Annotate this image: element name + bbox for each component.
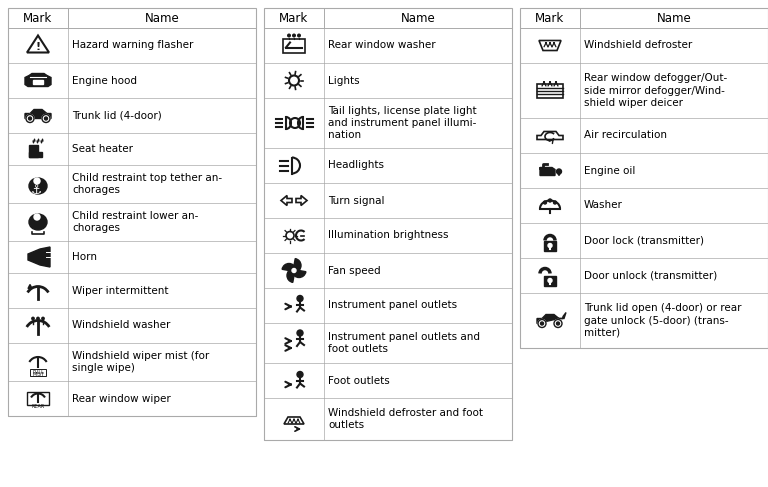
Text: Engine hood: Engine hood [72, 75, 137, 86]
Circle shape [557, 169, 561, 174]
Text: Name: Name [401, 12, 435, 24]
Circle shape [297, 296, 303, 301]
Circle shape [548, 279, 552, 282]
Text: Name: Name [144, 12, 180, 24]
Text: Wiper intermittent: Wiper intermittent [72, 285, 168, 296]
Circle shape [554, 201, 557, 204]
Circle shape [31, 318, 35, 319]
Text: Windshield wiper mist (for
single wipe): Windshield wiper mist (for single wipe) [72, 351, 209, 373]
Circle shape [554, 319, 562, 327]
Circle shape [538, 319, 546, 327]
Polygon shape [25, 110, 51, 118]
Polygon shape [33, 79, 43, 83]
Circle shape [41, 318, 45, 319]
Bar [537, 83, 563, 97]
Text: Rear window defogger/Out-
side mirror defogger/Wind-
shield wiper deicer: Rear window defogger/Out- side mirror de… [584, 73, 727, 108]
Polygon shape [28, 247, 50, 267]
Polygon shape [28, 284, 32, 288]
Wedge shape [292, 270, 306, 278]
Text: Fan speed: Fan speed [328, 265, 381, 276]
Text: REAR: REAR [31, 405, 45, 410]
Text: Instrument panel outlets and
foot outlets: Instrument panel outlets and foot outlet… [328, 332, 480, 354]
Circle shape [288, 34, 290, 37]
Bar [30, 369, 46, 376]
Text: Rear window wiper: Rear window wiper [72, 393, 170, 404]
Text: Seat heater: Seat heater [72, 144, 133, 154]
Text: Instrument panel outlets: Instrument panel outlets [328, 300, 457, 311]
Text: Rear window washer: Rear window washer [328, 40, 435, 51]
Text: Washer: Washer [584, 201, 623, 210]
Circle shape [28, 117, 31, 120]
Text: Trunk lid (4-door): Trunk lid (4-door) [72, 111, 162, 120]
Polygon shape [537, 313, 566, 323]
Bar [544, 241, 556, 250]
Bar [264, 8, 512, 440]
Bar [544, 276, 556, 285]
Polygon shape [540, 168, 555, 175]
Text: Child restraint top tether an-
chorages: Child restraint top tether an- chorages [72, 173, 222, 195]
Circle shape [548, 199, 551, 202]
Polygon shape [25, 74, 51, 87]
Wedge shape [294, 259, 301, 272]
Circle shape [544, 201, 547, 204]
Text: Name: Name [657, 12, 691, 24]
Bar [520, 8, 768, 348]
Text: Mark: Mark [23, 12, 53, 24]
Text: Headlights: Headlights [328, 161, 384, 170]
Text: Horn: Horn [72, 252, 97, 262]
Circle shape [42, 114, 50, 123]
Text: Child restraint lower an-
chorages: Child restraint lower an- chorages [72, 211, 198, 233]
Circle shape [26, 114, 34, 123]
Wedge shape [282, 263, 296, 270]
Bar [283, 38, 305, 53]
Text: Lights: Lights [328, 75, 359, 86]
Text: Engine oil: Engine oil [584, 166, 635, 175]
Text: ⚓: ⚓ [31, 185, 41, 198]
Circle shape [292, 268, 296, 273]
Text: Turn signal: Turn signal [328, 195, 385, 206]
Bar [29, 145, 38, 157]
Circle shape [297, 330, 303, 336]
Text: Windshield defroster and foot
outlets: Windshield defroster and foot outlets [328, 408, 483, 430]
Text: Door unlock (transmitter): Door unlock (transmitter) [584, 270, 717, 281]
Text: Trunk lid open (4-door) or rear
gate unlock (5-door) (trans-
mitter): Trunk lid open (4-door) or rear gate unl… [584, 303, 741, 338]
Text: Windshield washer: Windshield washer [72, 320, 170, 331]
Bar [8, 8, 256, 416]
Circle shape [45, 117, 48, 120]
Circle shape [34, 178, 40, 184]
Text: PULL: PULL [32, 370, 44, 375]
Text: Windshield defroster: Windshield defroster [584, 40, 692, 51]
Circle shape [557, 322, 560, 325]
Ellipse shape [29, 214, 47, 230]
Circle shape [298, 34, 300, 37]
Circle shape [297, 372, 303, 377]
Text: MIST: MIST [32, 373, 44, 377]
Text: Mark: Mark [280, 12, 309, 24]
Text: Tail lights, license plate light
and instrument panel illumi-
nation: Tail lights, license plate light and ins… [328, 106, 477, 140]
Text: Illumination brightness: Illumination brightness [328, 230, 449, 241]
Circle shape [548, 244, 552, 247]
Circle shape [293, 34, 296, 37]
Polygon shape [557, 171, 561, 175]
Bar [27, 392, 49, 405]
Text: Mark: Mark [535, 12, 564, 24]
Bar [29, 152, 42, 157]
Text: Hazard warning flasher: Hazard warning flasher [72, 40, 194, 51]
Text: !: ! [35, 41, 41, 52]
Text: Air recirculation: Air recirculation [584, 131, 667, 141]
Wedge shape [287, 269, 294, 282]
Text: Door lock (transmitter): Door lock (transmitter) [584, 236, 704, 245]
Circle shape [541, 322, 544, 325]
Circle shape [37, 318, 39, 319]
Ellipse shape [29, 178, 47, 194]
Circle shape [34, 214, 40, 220]
Text: Foot outlets: Foot outlets [328, 375, 389, 386]
